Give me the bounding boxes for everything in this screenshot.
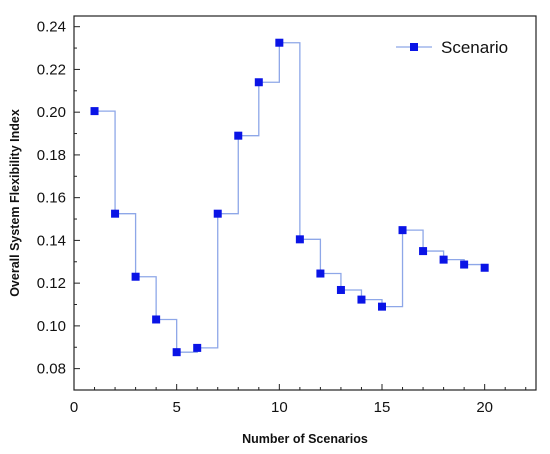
- data-point: [460, 260, 469, 269]
- data-point: [275, 38, 284, 47]
- data-point: [316, 269, 325, 278]
- data-point: [398, 226, 407, 235]
- data-point: [419, 247, 428, 256]
- x-axis-title: Number of Scenarios: [242, 432, 368, 446]
- y-tick-label: 0.16: [37, 190, 66, 207]
- legend-label: Scenario: [441, 38, 508, 57]
- data-point: [378, 302, 386, 311]
- data-point: [480, 263, 489, 272]
- data-point: [234, 131, 243, 140]
- data-point: [439, 255, 448, 264]
- series-line-scenario: [94, 42, 486, 353]
- y-tick-label: 0.18: [37, 147, 66, 164]
- x-tick-label: 20: [476, 399, 493, 416]
- data-point: [254, 78, 263, 87]
- y-axis-title: Overall System Flexibility Index: [8, 109, 22, 297]
- legend-marker: [410, 43, 418, 51]
- y-tick-label: 0.10: [37, 318, 66, 335]
- data-point: [152, 315, 161, 324]
- x-tick-label: 10: [271, 399, 288, 416]
- y-tick-label: 0.22: [37, 61, 66, 78]
- x-tick-label: 15: [374, 399, 391, 416]
- x-tick-label: 0: [70, 399, 78, 416]
- data-point: [295, 235, 304, 244]
- data-point: [90, 107, 99, 116]
- data-point: [111, 209, 120, 218]
- data-point: [357, 295, 366, 304]
- data-point: [193, 343, 202, 352]
- y-tick-label: 0.24: [37, 19, 66, 36]
- plot-frame: [73, 15, 537, 391]
- data-point: [213, 209, 222, 218]
- y-tick-label: 0.12: [37, 275, 66, 292]
- y-tick-label: 0.08: [37, 361, 66, 378]
- data-point: [131, 272, 140, 281]
- x-tick-label: 5: [172, 399, 180, 416]
- data-point: [336, 285, 345, 294]
- y-tick-label: 0.20: [37, 104, 66, 121]
- data-point: [172, 348, 181, 357]
- y-tick-label: 0.14: [37, 232, 66, 249]
